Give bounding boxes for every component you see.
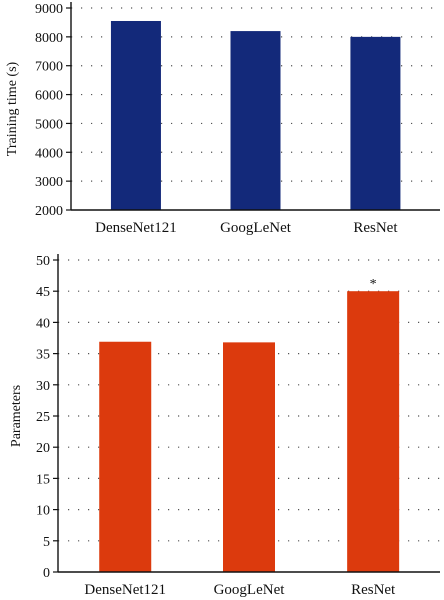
y-tick-label: 5: [43, 535, 50, 550]
y-tick-label: 4000: [35, 146, 63, 161]
y-axis-label: Training time (s): [5, 61, 20, 156]
x-tick-label: ResNet: [351, 582, 396, 598]
y-tick-label: 7000: [35, 60, 63, 75]
y-tick-label: 40: [36, 316, 50, 331]
x-tick-label: GoogLeNet: [220, 220, 292, 236]
bar: [110, 20, 161, 210]
y-tick-label: 10: [36, 504, 50, 519]
training-time-chart: 2000 3000 4000 5000 6000 7000 8000 9000 DenseNet…: [5, 2, 440, 236]
y-tick-label: 8000: [35, 31, 63, 46]
bar: [230, 31, 281, 211]
parameters-chart: 0 5 10 15 20 25 30 35 40 45 50 DenseNet121 GoogLeNet…: [9, 254, 440, 598]
y-tick-label: 2000: [35, 204, 63, 219]
y-tick-label: 6000: [35, 89, 63, 104]
y-tick-label: 35: [36, 348, 50, 363]
bar: [347, 291, 400, 572]
bar: [223, 342, 275, 572]
y-tick-label: 5000: [35, 117, 63, 132]
bar: [350, 36, 401, 210]
y-tick-label: 0: [43, 566, 50, 581]
x-tick-label: ResNet: [353, 220, 398, 236]
x-tick-label: DenseNet121: [84, 582, 166, 598]
y-axis-label: Parameters: [9, 385, 24, 447]
bar: [99, 341, 152, 572]
y-tick-label: 15: [36, 472, 50, 487]
y-tick-label: 20: [36, 441, 50, 456]
x-tick-label: DenseNet121: [95, 220, 177, 236]
y-tick-label: 25: [36, 410, 50, 425]
y-tick-label: 30: [36, 379, 50, 394]
significance-marker: *: [370, 277, 377, 292]
y-tick-label: 9000: [35, 2, 63, 17]
y-tick-label: 50: [36, 254, 50, 269]
y-tick-label: 3000: [35, 175, 63, 190]
x-tick-label: GoogLeNet: [214, 582, 286, 598]
y-tick-label: 45: [36, 285, 50, 300]
